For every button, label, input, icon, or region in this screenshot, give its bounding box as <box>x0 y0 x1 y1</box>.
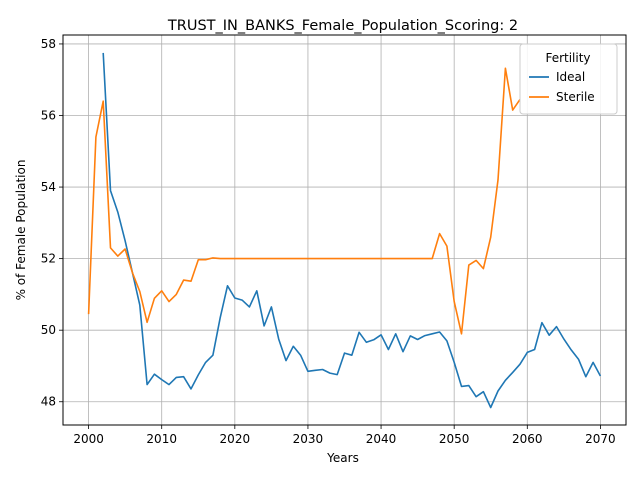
series-lines <box>87 52 602 409</box>
y-tick-label: 54 <box>41 180 56 194</box>
y-axis-label: % of Female Population <box>14 160 28 301</box>
y-tick-label: 50 <box>41 323 56 337</box>
legend-label-ideal: Ideal <box>556 70 585 84</box>
x-tick-label: 2040 <box>366 432 397 446</box>
series-line-ideal <box>102 52 602 409</box>
chart-title: TRUST_IN_BANKS_Female_Population_Scoring… <box>167 18 518 34</box>
x-tick-label: 2030 <box>293 432 324 446</box>
legend-title: Fertility <box>545 51 590 65</box>
series-line-sterile <box>87 67 521 335</box>
x-tick-label: 2010 <box>146 432 177 446</box>
x-tick-label: 2000 <box>73 432 104 446</box>
x-tick-label: 2070 <box>585 432 616 446</box>
x-tick-label: 2060 <box>512 432 543 446</box>
x-axis-label: Years <box>326 451 359 465</box>
y-tick-label: 52 <box>41 252 56 266</box>
x-tick-label: 2050 <box>439 432 470 446</box>
x-axis-ticks: 2000 2010 2020 2030 2040 2050 2060 2070 <box>73 425 616 446</box>
y-tick-label: 58 <box>41 37 56 51</box>
y-tick-label: 48 <box>41 395 56 409</box>
legend: Fertility Ideal Sterile <box>519 43 618 115</box>
x-tick-label: 2020 <box>220 432 251 446</box>
plot-frame <box>62 34 627 426</box>
legend-label-sterile: Sterile <box>556 90 595 104</box>
y-axis-ticks: 48 50 52 54 56 58 <box>41 37 63 409</box>
y-tick-label: 56 <box>41 109 56 123</box>
